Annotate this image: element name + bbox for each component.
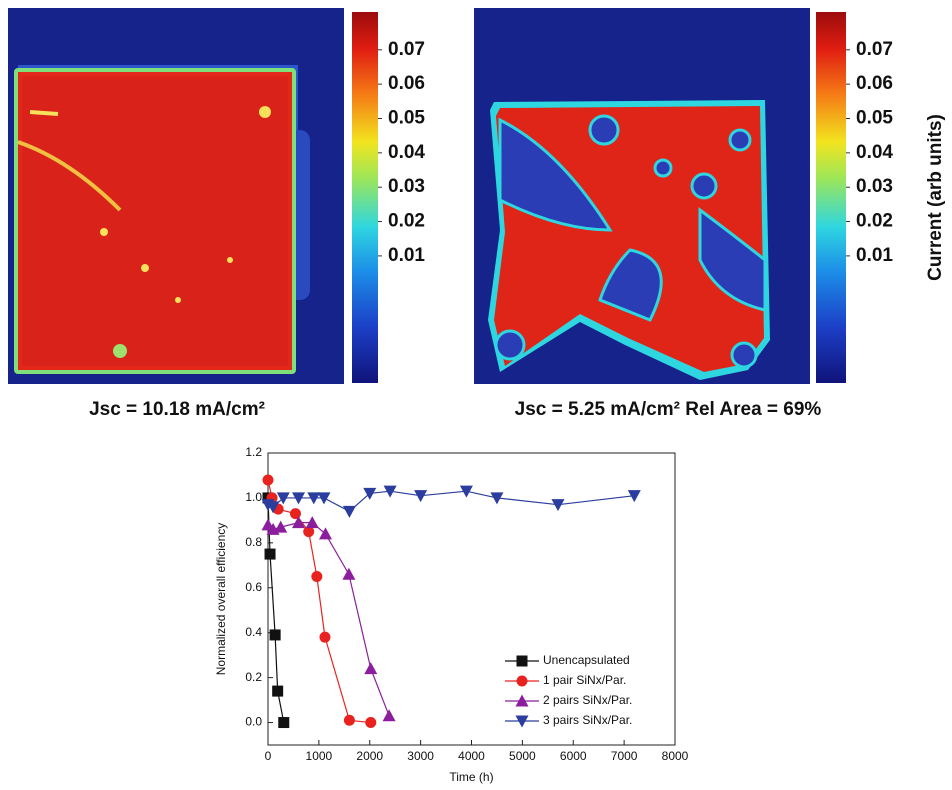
legend-label: 2 pairs SiNx/Par. (543, 693, 632, 707)
colorbar-tick-label: 0.06 (388, 73, 425, 94)
data-point (364, 662, 377, 674)
x-tick-label: 8000 (662, 749, 689, 763)
data-point (278, 717, 289, 728)
colorbar (816, 12, 846, 383)
y-tick-label: 0.6 (245, 580, 262, 594)
caption: Jsc = 10.18 mA/cm² (89, 399, 265, 420)
colorbar (352, 12, 378, 383)
legend-label: Unencapsulated (543, 653, 630, 667)
x-tick-label: 5000 (509, 749, 536, 763)
legend-label: 1 pair SiNx/Par. (543, 673, 626, 687)
colorbar-tick-label: 0.04 (388, 142, 425, 163)
data-point (343, 506, 356, 518)
heatmap-image (8, 8, 344, 384)
y-axis-label: Normalized overall efficiency (214, 523, 228, 676)
heatmap-image (474, 8, 810, 384)
data-point (319, 632, 330, 643)
colorbar-tick-label: 0.06 (856, 73, 893, 94)
legend-marker (517, 656, 528, 667)
colorbar-tick-label: 0.03 (856, 176, 893, 197)
x-tick-label: 7000 (611, 749, 638, 763)
legend-label: 3 pairs SiNx/Par. (543, 713, 632, 727)
y-tick-label: 0.2 (245, 670, 262, 684)
caption: Jsc = 5.25 mA/cm² Rel Area = 69% (515, 399, 822, 420)
colorbar-tick-label: 0.04 (856, 142, 893, 163)
y-tick-label: 0.0 (245, 715, 262, 729)
data-point (342, 568, 355, 580)
data-point (319, 527, 332, 539)
x-tick-label: 2000 (356, 749, 383, 763)
colorbar-tick-label: 0.01 (388, 245, 425, 266)
data-point (311, 571, 322, 582)
y-tick-label: 0.8 (245, 535, 262, 549)
x-tick-label: 3000 (407, 749, 434, 763)
x-tick-label: 4000 (458, 749, 485, 763)
y-tick-label: 0.4 (245, 625, 262, 639)
colorbar-tick-label: 0.03 (388, 176, 425, 197)
y-tick-label: 1.2 (245, 445, 262, 459)
colorbar-tick-label: 0.02 (388, 211, 425, 232)
y-tick-label: 1.0 (245, 490, 262, 504)
x-axis-label: Time (h) (449, 770, 493, 784)
data-point (551, 499, 564, 511)
x-tick-label: 0 (265, 749, 272, 763)
x-tick-label: 1000 (306, 749, 333, 763)
colorbar-tick-label: 0.05 (388, 108, 425, 129)
colorbar-tick-label: 0.01 (856, 245, 893, 266)
data-point (274, 521, 287, 533)
colorbar-label: Current (arb units) (925, 114, 946, 281)
figure: 0.01 0.02 0.03 0.04 0.05 0.06 0.07 Jsc = 10.18 … (0, 0, 952, 790)
legend-marker (517, 676, 528, 687)
data-point (365, 717, 376, 728)
data-point (414, 490, 427, 502)
data-point (265, 549, 276, 560)
colorbar-tick-label: 0.07 (388, 39, 425, 60)
colorbar-tick-label: 0.05 (856, 108, 893, 129)
colorbar-tick-label: 0.07 (856, 39, 893, 60)
colorbar-tick-label: 0.02 (856, 211, 893, 232)
data-point (270, 629, 281, 640)
data-point (383, 709, 396, 721)
series-line (268, 523, 389, 716)
data-point (263, 474, 274, 485)
data-point (344, 715, 355, 726)
x-tick-label: 6000 (560, 749, 587, 763)
data-point (290, 508, 301, 519)
data-point (272, 686, 283, 697)
